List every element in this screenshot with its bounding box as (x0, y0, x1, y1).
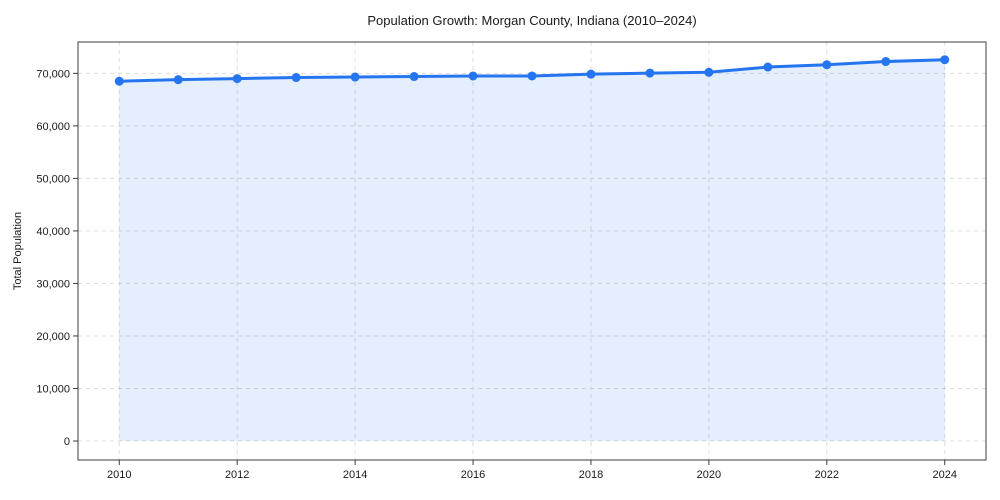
x-tick-label: 2020 (697, 469, 721, 481)
data-point (586, 69, 596, 79)
data-point (291, 73, 301, 83)
data-point (114, 76, 124, 86)
plot-area (78, 42, 986, 460)
data-point (822, 60, 832, 70)
area-fill (119, 59, 945, 441)
plot-border (77, 41, 987, 461)
data-point (527, 71, 537, 81)
data-points (114, 55, 950, 86)
y-tick-label: 20,000 (36, 331, 70, 343)
grid-lines (78, 42, 986, 460)
data-point (409, 72, 419, 82)
data-point (763, 62, 773, 72)
x-tick-label: 2018 (579, 469, 603, 481)
y-tick-label: 10,000 (36, 383, 70, 395)
data-point (468, 71, 478, 81)
x-tick-label: 2022 (815, 469, 839, 481)
y-tick-label: 50,000 (36, 173, 70, 185)
y-tick-label: 40,000 (36, 226, 70, 238)
x-tick-label: 2010 (107, 469, 131, 481)
x-tick-label: 2024 (932, 469, 956, 481)
data-point (940, 55, 950, 65)
data-point (881, 57, 891, 67)
x-tick-label: 2016 (461, 469, 485, 481)
x-tick-label: 2014 (343, 469, 367, 481)
data-point (350, 72, 360, 82)
y-tick-label: 60,000 (36, 121, 70, 133)
x-tick-label: 2012 (225, 469, 249, 481)
data-point (232, 74, 242, 84)
y-tick-label: 70,000 (36, 68, 70, 80)
data-point (173, 75, 183, 85)
y-tick-label: 30,000 (36, 278, 70, 290)
y-tick-label: 0 (64, 436, 70, 448)
chart-title: Population Growth: Morgan County, Indian… (367, 13, 697, 28)
axis-ticks (73, 72, 946, 465)
data-point (645, 68, 655, 78)
axis-tick-labels: 2010 2012 2014 2016 2018 2020 2022 2024 0 10,000 2… (36, 68, 957, 481)
data-point (704, 67, 714, 77)
